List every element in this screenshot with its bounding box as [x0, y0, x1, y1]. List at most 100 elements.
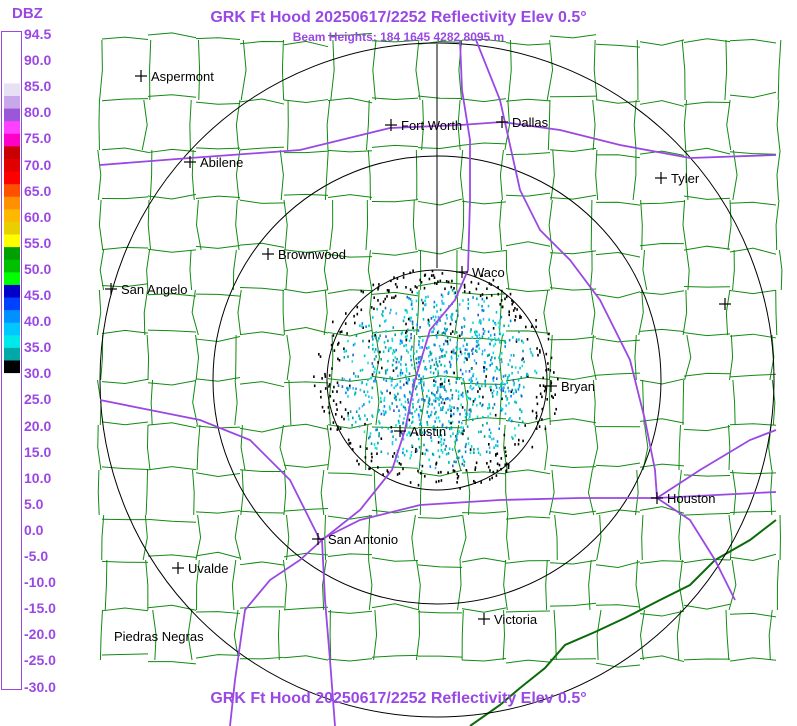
- county-line: [283, 40, 329, 48]
- county-line: [147, 32, 197, 39]
- echo-pixel: [531, 409, 534, 413]
- echo-pixel: [411, 420, 414, 424]
- echo-pixel: [453, 460, 455, 463]
- echo-pixel: [430, 436, 432, 439]
- echo-pixel: [352, 353, 354, 357]
- echo-pixel: [470, 367, 473, 371]
- county-line: [368, 514, 371, 561]
- county-line: [683, 558, 731, 564]
- county-line: [147, 293, 197, 297]
- echo-pixel: [404, 308, 407, 312]
- echo-pixel: [514, 400, 516, 404]
- county-line: [235, 149, 241, 201]
- echo-pixel: [485, 375, 487, 378]
- echo-pixel: [464, 445, 467, 449]
- echo-pixel: [417, 437, 420, 441]
- echo-pixel: [450, 412, 452, 416]
- legend-label: 30.0: [24, 365, 52, 382]
- echo-pixel: [445, 313, 448, 317]
- echo-pixel: [418, 398, 420, 402]
- echo-pixel: [347, 411, 349, 415]
- county-line: [101, 246, 149, 251]
- echo-pixel: [396, 366, 398, 369]
- echo-pixel: [343, 350, 346, 353]
- echo-pixel: [378, 434, 380, 438]
- echo-pixel: [451, 405, 453, 409]
- echo-pixel: [436, 310, 438, 313]
- echo-pixel: [464, 352, 466, 355]
- echo-pixel: [372, 338, 374, 341]
- echo-pixel: [391, 337, 393, 341]
- echo-pixel: [353, 314, 355, 318]
- echo-pixel: [447, 471, 449, 474]
- echo-pixel: [451, 312, 454, 316]
- echo-pixel: [428, 360, 431, 363]
- echo-pixel: [458, 449, 461, 452]
- echo-pixel: [335, 413, 337, 416]
- echo-pixel: [371, 386, 374, 390]
- range-rings: [99, 42, 775, 718]
- echo-pixel: [496, 444, 499, 448]
- echo-pixel: [478, 333, 481, 337]
- county-line: [371, 199, 419, 203]
- echo-pixel: [415, 357, 417, 361]
- county-line: [461, 382, 507, 386]
- echo-pixel: [462, 426, 464, 430]
- echo-pixel: [487, 304, 490, 308]
- echo-pixel: [484, 348, 486, 352]
- echo-pixel: [486, 354, 489, 357]
- echo-pixel: [361, 322, 364, 325]
- county-line: [142, 514, 148, 561]
- county-line: [596, 514, 602, 561]
- echo-pixel: [491, 476, 493, 480]
- echo-pixel: [442, 442, 445, 445]
- county-line: [192, 469, 195, 516]
- echo-pixel: [411, 322, 414, 326]
- county-line: [642, 424, 649, 471]
- echo-pixel: [394, 333, 396, 337]
- echo-pixel: [392, 435, 394, 439]
- county-line: [365, 424, 369, 471]
- county-line: [240, 424, 246, 471]
- echo-pixel: [539, 349, 541, 352]
- echo-pixel: [373, 443, 376, 446]
- echo-pixel: [377, 466, 379, 469]
- city-abilene: Abilene: [184, 155, 243, 170]
- echo-pixel: [461, 372, 464, 376]
- county-line: [239, 510, 285, 514]
- county-line: [283, 552, 329, 558]
- county-line: [371, 426, 419, 429]
- echo-pixel: [384, 297, 386, 301]
- city-san-angelo: San Angelo: [105, 282, 188, 297]
- echo-pixel: [418, 340, 420, 343]
- county-line: [549, 469, 555, 516]
- echo-pixel: [500, 315, 503, 319]
- county-line: [683, 658, 731, 661]
- echo-pixel: [393, 409, 395, 412]
- echo-pixel: [395, 360, 398, 364]
- county-line: [373, 609, 378, 661]
- echo-pixel: [444, 448, 446, 451]
- echo-pixel: [409, 319, 412, 322]
- echo-pixel: [427, 389, 430, 393]
- echo-pixel: [337, 341, 340, 345]
- echo-pixel: [313, 375, 315, 378]
- echo-pixel: [383, 396, 386, 400]
- echo-pixel: [520, 394, 523, 398]
- legend-swatch: [4, 335, 20, 349]
- echo-pixel: [466, 343, 468, 346]
- echo-pixel: [438, 395, 441, 398]
- echo-pixel: [354, 420, 357, 424]
- county-line: [633, 99, 637, 151]
- echo-pixel: [416, 323, 418, 326]
- echo-pixel: [508, 310, 510, 313]
- city-brownwood: Brownwood: [262, 247, 346, 262]
- echo-pixel: [520, 410, 523, 414]
- echo-pixel: [375, 428, 377, 432]
- echo-pixel: [410, 348, 412, 351]
- echo-pixel: [507, 463, 510, 467]
- echo-pixel: [489, 364, 491, 367]
- echo-pixel: [490, 431, 492, 435]
- county-line: [196, 559, 200, 611]
- echo-pixel: [474, 349, 477, 352]
